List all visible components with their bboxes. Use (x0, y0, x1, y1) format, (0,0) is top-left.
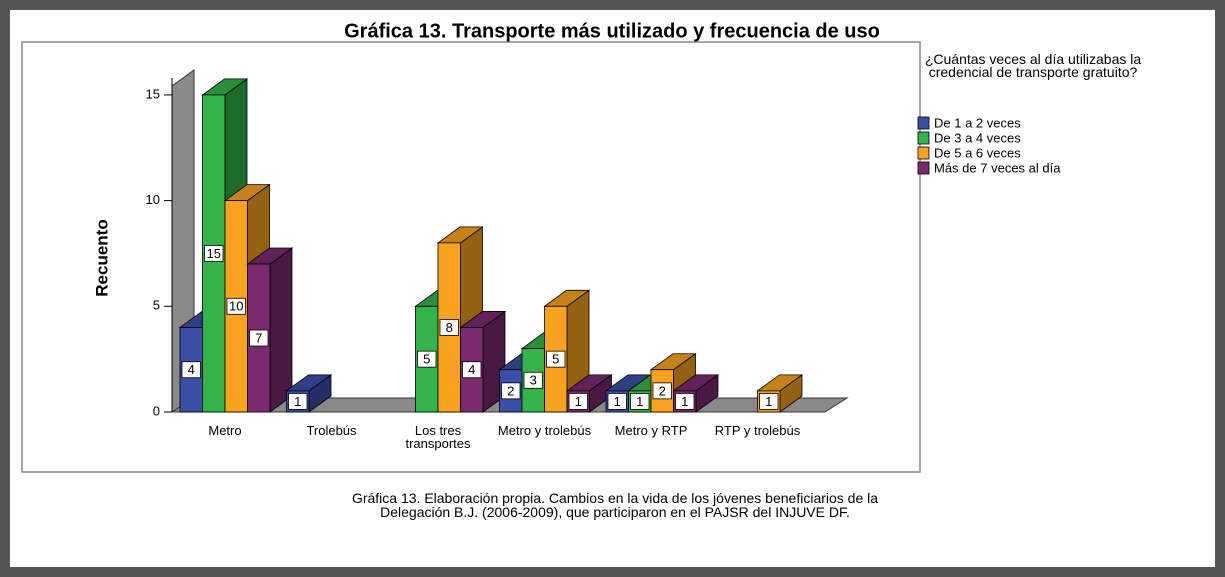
value-label: 2 (659, 383, 666, 398)
value-label: 5 (552, 352, 559, 367)
value-label-box (501, 382, 521, 400)
value-label: 3 (530, 373, 537, 388)
value-label-box (630, 393, 650, 410)
value-label-box (462, 361, 482, 379)
x-tick-label: RTP y trolebús (714, 423, 801, 438)
value-label-box (181, 361, 201, 379)
value-label: 1 (614, 394, 621, 409)
value-label: 8 (446, 320, 453, 335)
value-label: 15 (207, 246, 221, 261)
legend-label: De 3 a 4 veces (934, 130, 1021, 145)
caption-line: Delegación B.J. (2006-2009), que partici… (380, 504, 850, 520)
y-tick-label: 0 (153, 403, 160, 418)
value-label-box (523, 371, 543, 389)
chart-title: Gráfica 13. Transporte más utilizado y f… (344, 20, 880, 42)
value-label-box (607, 393, 627, 410)
value-label-box (288, 393, 308, 410)
y-tick-label: 5 (153, 298, 160, 313)
value-label-box (759, 393, 779, 410)
value-label-box (439, 319, 459, 336)
value-label-box (652, 382, 672, 400)
caption: Gráfica 13. Elaboración propia. Cambios … (100, 491, 1130, 519)
y-tick-label: 10 (146, 192, 160, 207)
x-tick-label: Metro (208, 423, 242, 438)
legend-swatch (917, 131, 930, 145)
value-label: 1 (636, 394, 643, 409)
value-label-box (568, 393, 588, 410)
value-label: 4 (468, 362, 475, 377)
value-label: 1 (765, 394, 772, 409)
bar-side (269, 247, 293, 413)
legend-title: ¿Cuántas veces al día utilizabas la cred… (924, 51, 1142, 80)
value-label-box (675, 393, 695, 410)
value-label-box (417, 350, 437, 368)
value-label-box (226, 297, 246, 315)
value-label: 1 (294, 394, 301, 409)
legend-label: Más de 7 veces al día (934, 160, 1061, 175)
y-axis-label: Recuento (92, 219, 111, 296)
legend-label: De 1 a 2 veces (934, 115, 1021, 130)
value-label: 4 (188, 362, 195, 377)
value-label-box (546, 350, 566, 368)
caption-line: Gráfica 13. Elaboración propia. Cambios … (351, 490, 879, 506)
y-tick-label: 15 (146, 86, 160, 101)
value-label: 1 (681, 394, 688, 409)
legend-swatch (917, 161, 930, 175)
value-label: 7 (255, 330, 262, 345)
value-label: 1 (575, 394, 582, 409)
value-label: 5 (423, 352, 430, 367)
legend-swatch (917, 116, 930, 130)
x-tick-label: Metro y RTP (614, 423, 688, 438)
legend-label: De 5 a 6 veces (934, 145, 1021, 160)
value-label-box (249, 329, 269, 347)
value-label: 2 (507, 383, 514, 398)
value-label-box (204, 245, 224, 262)
x-tick-label: Los tres transportes (405, 423, 471, 451)
x-tick-label: Trolebús (306, 423, 357, 438)
value-label: 10 (229, 299, 243, 314)
legend-swatch (917, 146, 930, 160)
x-tick-label: Metro y trolebús (497, 423, 592, 438)
